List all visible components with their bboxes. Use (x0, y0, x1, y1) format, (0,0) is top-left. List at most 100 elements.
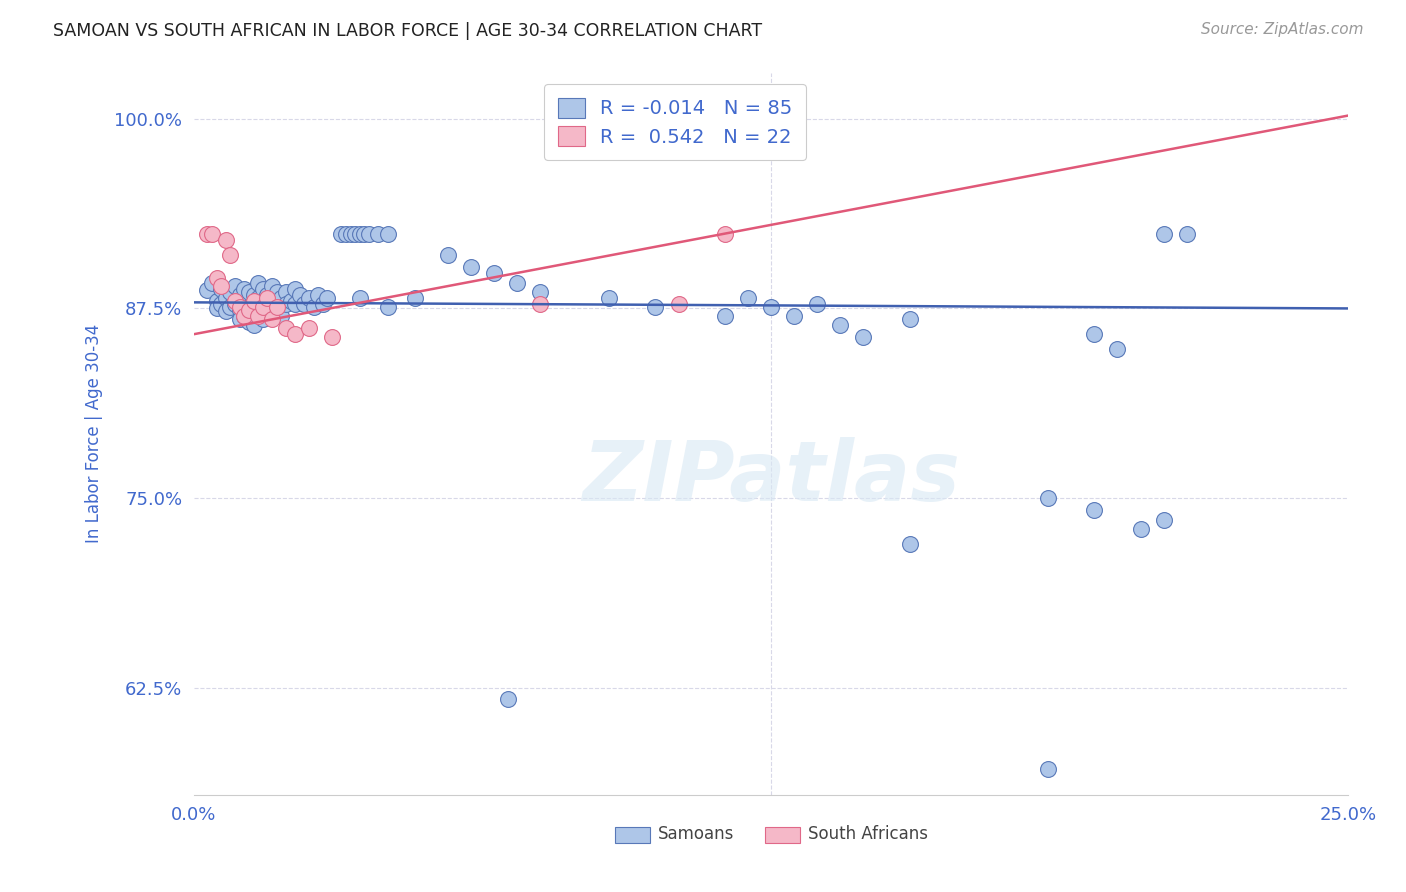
Point (219, 248, 242, 262)
Point (266, 300, 288, 314)
Point (247, 306, 270, 320)
Point (274, 285, 297, 299)
Point (302, 300, 325, 314)
FancyBboxPatch shape (765, 827, 800, 843)
Point (377, 300, 399, 314)
Point (1083, 503, 1105, 517)
Point (205, 301, 228, 316)
Point (228, 312, 250, 326)
Point (1129, 522, 1152, 536)
Point (644, 300, 666, 314)
Point (404, 291, 426, 305)
Point (238, 300, 260, 314)
Text: Samoans: Samoans (658, 825, 734, 843)
Point (335, 227, 357, 241)
Point (506, 276, 529, 290)
Point (219, 285, 242, 299)
Point (344, 227, 367, 241)
Point (357, 227, 380, 241)
Point (252, 282, 274, 296)
Point (1175, 227, 1198, 241)
Point (224, 293, 246, 308)
Point (270, 309, 292, 323)
Point (713, 227, 735, 241)
Point (330, 227, 353, 241)
Point (238, 302, 260, 317)
Text: SAMOAN VS SOUTH AFRICAN IN LABOR FORCE | AGE 30-34 CORRELATION CHART: SAMOAN VS SOUTH AFRICAN IN LABOR FORCE |… (53, 22, 762, 40)
Point (1083, 327, 1105, 342)
Point (312, 297, 335, 311)
Point (209, 282, 232, 296)
Point (238, 285, 260, 299)
Point (668, 297, 690, 311)
Point (288, 287, 311, 301)
Point (256, 302, 278, 317)
Point (242, 300, 264, 314)
Point (260, 278, 283, 293)
Point (215, 291, 238, 305)
Point (284, 327, 307, 342)
Point (460, 260, 482, 275)
Point (195, 283, 218, 297)
Point (1153, 513, 1175, 527)
Point (215, 304, 238, 318)
Point (252, 312, 274, 326)
Point (209, 278, 232, 293)
Point (274, 321, 297, 335)
Point (247, 291, 270, 305)
Point (321, 330, 343, 344)
Point (247, 276, 270, 290)
Point (496, 691, 519, 706)
Point (852, 330, 875, 344)
Point (266, 300, 288, 314)
Point (215, 233, 238, 247)
Point (1107, 343, 1129, 357)
Point (260, 312, 283, 326)
Point (1153, 227, 1175, 241)
Point (806, 297, 828, 311)
Point (209, 297, 232, 311)
Point (242, 318, 264, 333)
Point (201, 227, 224, 241)
Point (233, 282, 256, 296)
Point (224, 297, 246, 311)
Point (195, 227, 218, 241)
Point (1036, 491, 1059, 506)
Text: Source: ZipAtlas.com: Source: ZipAtlas.com (1201, 22, 1364, 37)
Text: South Africans: South Africans (808, 825, 928, 843)
Point (201, 276, 224, 290)
FancyBboxPatch shape (614, 827, 650, 843)
Point (242, 293, 264, 308)
Point (256, 287, 278, 301)
Point (266, 285, 288, 299)
Point (367, 227, 389, 241)
Point (339, 227, 361, 241)
Point (252, 297, 274, 311)
Point (898, 537, 921, 551)
Point (482, 267, 505, 281)
Point (228, 300, 250, 314)
Point (759, 300, 782, 314)
Point (292, 297, 315, 311)
Y-axis label: In Labor Force | Age 30-34: In Labor Force | Age 30-34 (86, 324, 103, 543)
Point (205, 293, 228, 308)
Point (260, 293, 283, 308)
Point (529, 297, 551, 311)
Point (247, 309, 270, 323)
Point (529, 285, 551, 299)
Point (377, 227, 399, 241)
Point (598, 291, 620, 305)
Point (830, 318, 852, 333)
Point (256, 291, 278, 305)
Point (228, 302, 250, 317)
Point (349, 227, 371, 241)
Point (219, 300, 242, 314)
Point (233, 309, 256, 323)
Point (270, 291, 292, 305)
Point (783, 309, 806, 323)
Point (252, 300, 274, 314)
Point (233, 297, 256, 311)
Point (353, 227, 375, 241)
Point (238, 315, 260, 329)
Point (233, 309, 256, 323)
